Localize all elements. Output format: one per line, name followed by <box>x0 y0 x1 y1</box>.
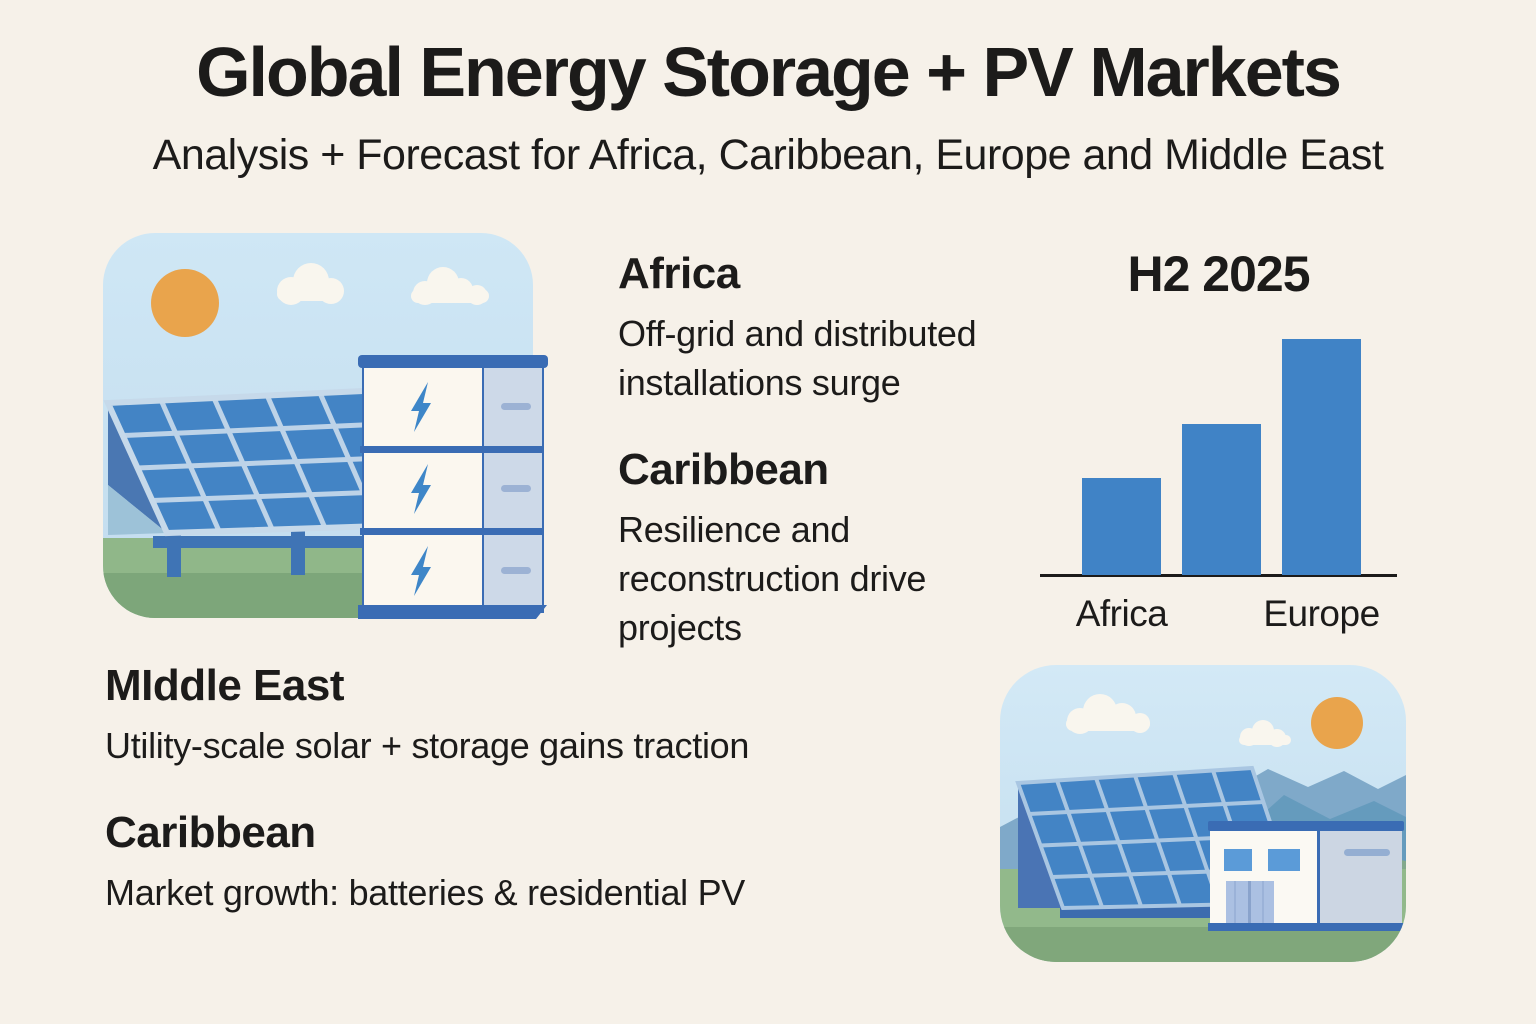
chart-bar-europe <box>1282 339 1361 575</box>
bar-chart-plot: Africa Europe <box>1040 323 1397 634</box>
building-handle <box>1344 849 1390 856</box>
chart-bar-africa <box>1082 478 1161 575</box>
section-heading-middle-east: MIddle East <box>105 661 345 710</box>
chart-x-label-europe: Europe <box>1263 593 1380 634</box>
section-body-middle-east: Utility-scale solar + storage gains trac… <box>105 724 750 766</box>
page-title: Global Energy Storage + PV Markets <box>196 33 1342 111</box>
regions-column-top: Africa Off-grid and distributed installa… <box>618 248 1088 653</box>
lightning-bolt-icon <box>411 382 431 596</box>
bar-chart: H2 2025 Africa Europe <box>1040 245 1397 634</box>
section-heading-caribbean-bottom: Caribbean <box>105 807 316 857</box>
window-icon <box>1224 849 1252 871</box>
section-heading-africa: Africa <box>618 249 740 298</box>
storage-building <box>1208 821 1404 931</box>
door-icon <box>1226 881 1274 927</box>
solar-building-scene <box>1000 665 1406 962</box>
page-subtitle: Analysis + Forecast for Africa, Caribbea… <box>152 131 1384 179</box>
section-body-caribbean-bottom: Market growth: batteries & residential P… <box>105 871 745 913</box>
cloud-icon <box>1066 694 1150 734</box>
grass-dark <box>1000 927 1406 962</box>
panel-side-light <box>108 485 167 535</box>
chart-x-label-africa: Africa <box>1075 593 1168 634</box>
section-body-caribbean-top: Resilience and reconstruction drive proj… <box>618 508 927 648</box>
cloud-icon <box>411 267 489 305</box>
sun-icon <box>151 269 219 337</box>
cloud-icon <box>1239 720 1291 747</box>
sun-icon <box>1311 697 1363 749</box>
chart-x-axis <box>1040 574 1397 577</box>
battery-storage-unit <box>358 355 548 619</box>
solar-battery-illustration <box>103 233 548 623</box>
chart-title: H2 2025 <box>1127 246 1310 302</box>
section-body-africa: Off-grid and distributed installations s… <box>618 312 977 403</box>
panel-legs <box>153 529 421 577</box>
cabinet-handles <box>501 403 531 574</box>
chart-bar-series-1 <box>1182 424 1261 575</box>
solar-building-illustration <box>1000 665 1406 962</box>
solar-battery-scene <box>103 233 548 619</box>
regions-column-bottom: MIddle East Utility-scale solar + storag… <box>105 660 985 918</box>
window-icon <box>1268 849 1300 871</box>
cloud-icon <box>277 263 344 305</box>
section-heading-caribbean-top: Caribbean <box>618 444 829 494</box>
